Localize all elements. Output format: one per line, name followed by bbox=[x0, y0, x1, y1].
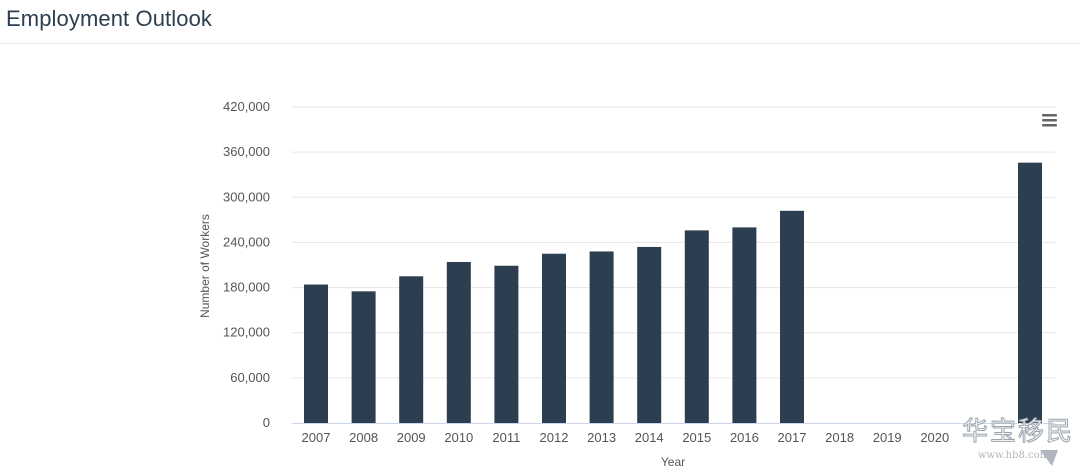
chart-menu-button[interactable] bbox=[1037, 109, 1061, 131]
bar-2009[interactable] bbox=[399, 276, 424, 423]
y-tick-label: 120,000 bbox=[223, 325, 270, 340]
bar-2014[interactable] bbox=[637, 246, 662, 423]
watermark-arrow bbox=[1040, 450, 1058, 466]
y-tick-label: 420,000 bbox=[223, 99, 270, 114]
bar-2011[interactable] bbox=[494, 265, 519, 423]
y-tick-label: 300,000 bbox=[223, 189, 270, 204]
y-axis-ticks: 0 60,000 120,000 180,000 240,000 300,000 360,0… bbox=[223, 99, 270, 430]
hamburger-menu-icon bbox=[1042, 114, 1057, 127]
x-tick-label: 2010 bbox=[444, 430, 473, 445]
x-tick-label: 2016 bbox=[730, 430, 759, 445]
x-tick-label: 2009 bbox=[397, 430, 426, 445]
bar-2015[interactable] bbox=[684, 230, 709, 423]
x-axis-title: Year bbox=[661, 455, 685, 469]
x-tick-label: 2014 bbox=[635, 430, 664, 445]
y-tick-label: 180,000 bbox=[223, 280, 270, 295]
y-tick-label: 240,000 bbox=[223, 234, 270, 249]
x-tick-label: 2015 bbox=[682, 430, 711, 445]
page-title: Employment Outlook bbox=[6, 6, 212, 31]
bar-2010[interactable] bbox=[446, 261, 471, 423]
watermark-logo: 华宝移民 www.hb8.com bbox=[962, 417, 1074, 466]
y-tick-label: 60,000 bbox=[230, 370, 270, 385]
x-tick-label: 2013 bbox=[587, 430, 616, 445]
y-axis-title: Number of Workers bbox=[198, 214, 212, 318]
x-tick-label: 2012 bbox=[540, 430, 569, 445]
bar-2017[interactable] bbox=[780, 210, 804, 423]
bar-2022[interactable] bbox=[1018, 162, 1042, 423]
x-tick-label: 2011 bbox=[492, 430, 520, 445]
y-tick-label: 360,000 bbox=[223, 144, 270, 159]
bars bbox=[304, 162, 1042, 423]
x-axis-ticks: 2007 2008 2009 2010 2011 2012 2013 2014 2015 2016… bbox=[302, 430, 950, 445]
x-tick-label: 2008 bbox=[349, 430, 378, 445]
bar-2007[interactable] bbox=[304, 284, 328, 423]
x-tick-label: 2019 bbox=[873, 430, 902, 445]
x-tick-label: 2020 bbox=[920, 430, 949, 445]
title-divider bbox=[0, 43, 1080, 44]
bar-2012[interactable] bbox=[542, 253, 566, 423]
x-tick-label: 2018 bbox=[825, 430, 854, 445]
bar-2016[interactable] bbox=[732, 227, 757, 423]
bar-2013[interactable] bbox=[589, 251, 614, 423]
x-tick-label: 2017 bbox=[778, 430, 807, 445]
watermark-text: 华宝移民 bbox=[962, 417, 1074, 447]
watermark-url: www.hb8.com bbox=[978, 450, 1050, 461]
y-tick-label: 0 bbox=[263, 415, 270, 430]
x-tick-label: 2007 bbox=[302, 430, 331, 445]
bar-2008[interactable] bbox=[351, 291, 376, 423]
